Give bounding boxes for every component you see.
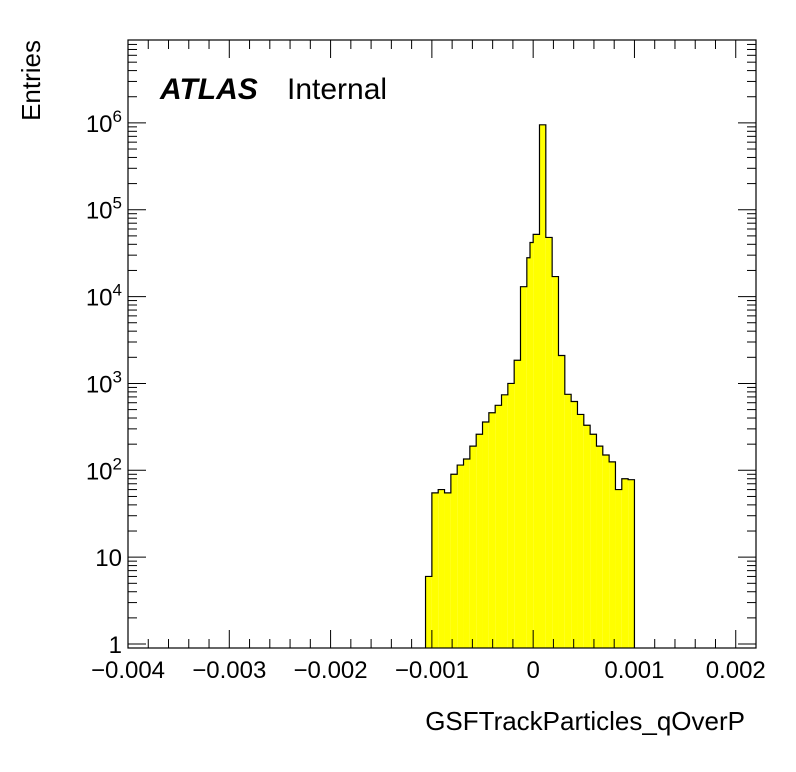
histogram-bar — [507, 383, 515, 648]
histogram-bar — [577, 414, 584, 648]
y-tick-label: 104 — [86, 281, 122, 312]
histogram-bar — [529, 242, 534, 648]
histogram-bar — [596, 446, 603, 648]
x-axis-title: GSFTrackParticles_qOverP — [425, 706, 745, 736]
x-tick-label: 0 — [526, 657, 539, 684]
histogram-bar — [425, 576, 432, 648]
histogram-bars — [425, 124, 635, 649]
histogram-bar — [558, 355, 565, 648]
histogram-bar — [571, 401, 578, 648]
histogram-bar — [488, 412, 496, 648]
histogram-bar — [463, 458, 470, 648]
histogram-bar — [450, 474, 458, 648]
x-tick-label: −0.001 — [395, 657, 469, 684]
x-tick-label: −0.004 — [91, 657, 165, 684]
y-tick-label: 102 — [86, 454, 122, 485]
histogram-bar — [495, 405, 502, 648]
y-tick-label: 10 — [95, 545, 122, 572]
y-tick-label: 1 — [109, 632, 122, 659]
histogram-bar — [564, 394, 572, 648]
histogram-bar — [444, 492, 451, 648]
histogram-bar — [431, 492, 439, 648]
histogram-bar — [469, 446, 477, 648]
histogram-bar — [628, 479, 635, 648]
histogram-bar — [539, 124, 546, 649]
y-tick-label: 105 — [86, 194, 122, 225]
histogram-bar — [602, 455, 610, 648]
histogram-bar — [533, 234, 540, 649]
histogram-bar — [621, 478, 629, 648]
histogram-bar — [583, 425, 591, 648]
tick-labels: −0.004 −0.003 −0.002 −0.001 0 0.001 0.002 1 10 10… — [86, 107, 766, 684]
axis-ticks — [127, 39, 757, 649]
y-axis-title: Entries — [16, 40, 46, 121]
histogram-bar — [476, 434, 483, 648]
x-tick-label: −0.003 — [192, 657, 266, 684]
histogram-bar — [526, 257, 530, 648]
histogram-bar — [482, 421, 489, 648]
histogram-bar — [615, 489, 622, 648]
x-tick-label: 0.002 — [706, 657, 766, 684]
histogram-bar — [545, 237, 553, 648]
histogram-bar — [590, 434, 597, 648]
histogram-bar — [457, 465, 464, 648]
atlas-label: ATLAS — [159, 73, 258, 106]
x-tick-label: −0.002 — [294, 657, 368, 684]
histogram-bar — [609, 461, 616, 648]
internal-label: Internal — [287, 73, 387, 106]
histogram-bar — [552, 276, 559, 648]
y-tick-label: 106 — [86, 107, 122, 138]
plot-frame — [127, 39, 757, 649]
histogram-bar — [438, 489, 445, 648]
histogram-outline — [424, 124, 636, 648]
histogram-bar — [501, 394, 508, 648]
histogram-bar — [520, 286, 527, 648]
y-tick-label: 103 — [86, 367, 122, 398]
x-tick-label: 0.001 — [604, 657, 664, 684]
histogram-bar — [514, 360, 521, 648]
